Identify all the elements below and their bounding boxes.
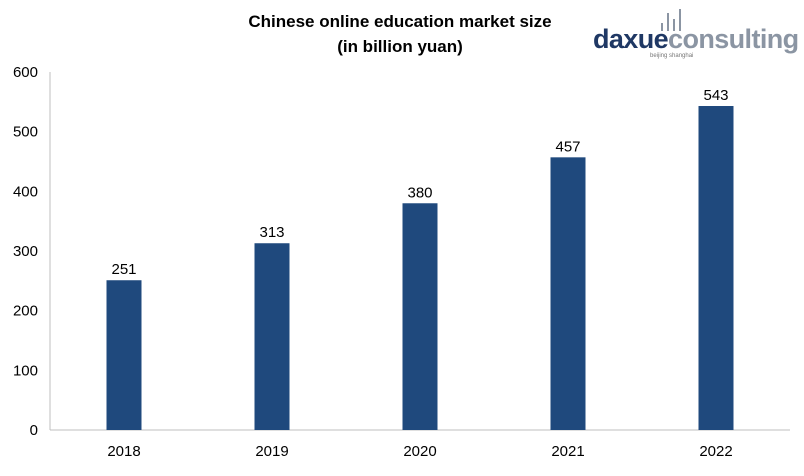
x-tick-label-2020: 2020 [403, 443, 436, 460]
x-tick-label-2021: 2021 [551, 443, 584, 460]
data-label-2019: 313 [259, 224, 284, 241]
chart-title-line-1: Chinese online education market size [248, 12, 551, 31]
brand-logo: daxueconsulting beijing shanghai [593, 9, 799, 59]
y-tick-label: 100 [13, 362, 38, 379]
x-axis-ticks: 2018 2019 2020 2021 2022 [107, 443, 732, 460]
y-tick-label: 200 [13, 303, 38, 320]
bar-chart-logo-icon [661, 9, 681, 31]
y-tick-label: 600 [13, 64, 38, 81]
logo-text-consulting: consulting [668, 24, 799, 54]
data-labels: 251 313 380 457 543 [111, 87, 728, 278]
logo-tagline: beijing shanghai [650, 53, 693, 59]
chart-title-line-2: (in billion yuan) [337, 37, 463, 56]
data-label-2022: 543 [703, 87, 728, 104]
bar-2018 [106, 280, 142, 430]
data-label-2018: 251 [111, 261, 136, 278]
bar-2021 [550, 157, 586, 430]
bar-2022 [698, 106, 734, 430]
svg-text:daxueconsulting: daxueconsulting [593, 24, 799, 54]
x-tick-label-2019: 2019 [255, 443, 288, 460]
y-tick-label: 500 [13, 124, 38, 141]
y-axis-ticks: 0 100 200 300 400 500 600 [13, 64, 38, 439]
y-tick-label: 300 [13, 243, 38, 260]
y-tick-label: 0 [30, 422, 38, 439]
bar-2020 [402, 203, 438, 430]
x-tick-label-2022: 2022 [699, 443, 732, 460]
y-tick-label: 400 [13, 183, 38, 200]
bar-series [106, 106, 734, 430]
data-label-2020: 380 [407, 184, 432, 201]
data-label-2021: 457 [555, 138, 580, 155]
logo-text-daxue: daxue [593, 24, 669, 54]
x-tick-label-2018: 2018 [107, 443, 140, 460]
bar-2019 [254, 243, 290, 430]
